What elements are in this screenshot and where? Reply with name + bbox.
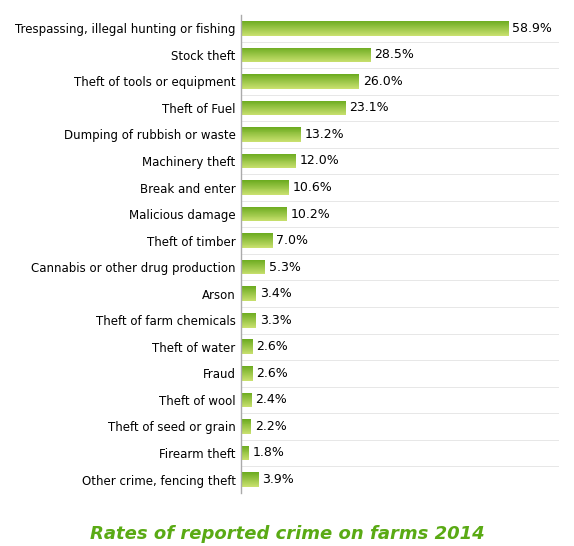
- Text: 2.2%: 2.2%: [255, 420, 286, 433]
- Text: Rates of reported crime on farms 2014: Rates of reported crime on farms 2014: [90, 525, 484, 543]
- Text: 23.1%: 23.1%: [350, 102, 389, 115]
- Text: 2.4%: 2.4%: [255, 393, 288, 406]
- Text: 3.3%: 3.3%: [259, 314, 292, 327]
- Text: 10.2%: 10.2%: [291, 207, 331, 221]
- Text: 1.8%: 1.8%: [253, 447, 285, 460]
- Text: 13.2%: 13.2%: [305, 128, 344, 141]
- Text: 3.4%: 3.4%: [260, 287, 292, 300]
- Text: 58.9%: 58.9%: [512, 22, 552, 35]
- Text: 3.9%: 3.9%: [262, 473, 294, 486]
- Text: 7.0%: 7.0%: [277, 234, 308, 247]
- Text: 10.6%: 10.6%: [293, 181, 332, 194]
- Text: 12.0%: 12.0%: [299, 155, 339, 168]
- Text: 5.3%: 5.3%: [269, 260, 301, 274]
- Text: 2.6%: 2.6%: [257, 340, 288, 353]
- Text: 28.5%: 28.5%: [374, 48, 414, 61]
- Text: 2.6%: 2.6%: [257, 367, 288, 380]
- Text: 26.0%: 26.0%: [363, 75, 402, 88]
